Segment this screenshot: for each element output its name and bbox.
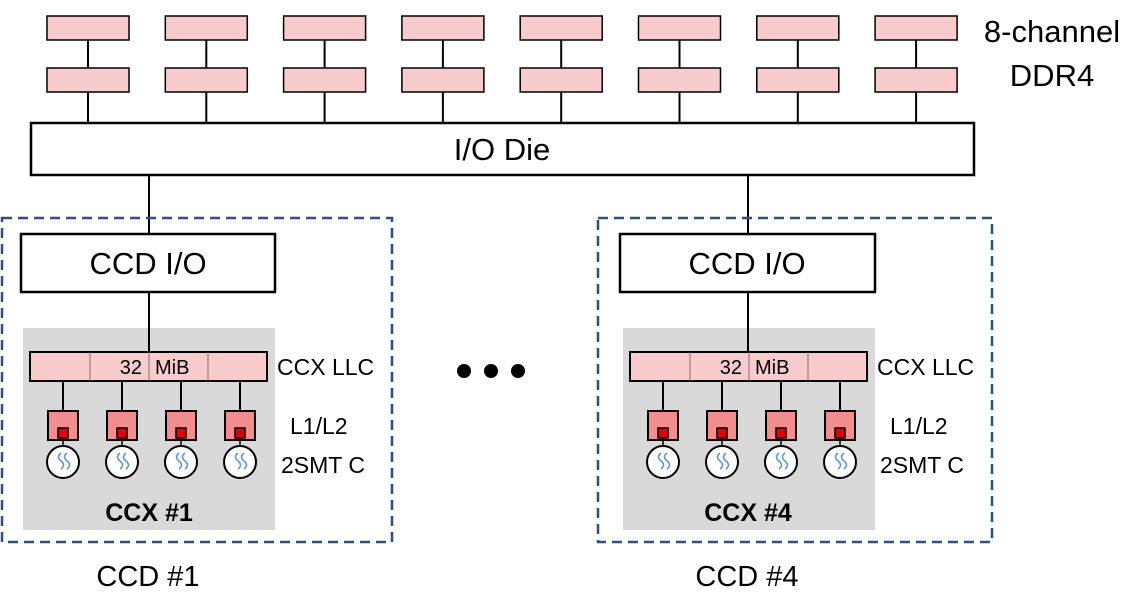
dimm-row-top <box>46 15 958 41</box>
llc-size-unit: MiB <box>755 357 789 379</box>
smt-threads-icon <box>234 452 248 470</box>
cache-port <box>116 427 128 439</box>
dimm-module <box>756 67 840 93</box>
ccd-label: CCD #4 <box>695 561 798 593</box>
smt-threads-icon <box>175 452 189 470</box>
io-die-box <box>29 121 976 177</box>
cache-port <box>175 427 187 439</box>
core-label: 2SMT C <box>880 452 964 478</box>
dimm-module <box>874 67 958 93</box>
dimm-row-bottom <box>46 67 958 93</box>
dimm-module <box>401 67 485 93</box>
dimm-module <box>519 67 603 93</box>
ccd-boundary <box>596 216 994 544</box>
ccd-io-box <box>19 232 277 294</box>
core-label: 2SMT C <box>281 452 365 478</box>
dimm-module <box>164 67 249 93</box>
io-die-label: I/O Die <box>454 132 550 167</box>
l1l2-label: L1/L2 <box>890 413 948 439</box>
llc-size-number: 32 <box>120 357 142 379</box>
smt-threads-icon <box>716 452 730 470</box>
dimm-module <box>46 67 130 93</box>
dimm-module <box>282 67 367 93</box>
ccd-io-label: CCD I/O <box>89 246 206 281</box>
dimm-module <box>401 15 485 41</box>
ellipsis-dot <box>484 364 498 378</box>
memory-label-line2: DDR4 <box>1010 58 1094 93</box>
llc-label: CCX LLC <box>877 354 974 380</box>
llc-size-number: 32 <box>720 357 742 379</box>
core-set <box>646 381 857 479</box>
ellipsis-more-ccds <box>457 364 525 378</box>
ccx-label: CCX #4 <box>704 499 792 527</box>
ccd-io-box <box>618 232 877 294</box>
dimm-module <box>637 67 722 93</box>
memory-label-line1: 8-channel <box>984 14 1120 49</box>
ccd-block-1: CCD I/O 32 MiB CCX LLC L1/L2 2SMT C CCX … <box>0 216 394 593</box>
ccd-boundary <box>0 216 394 544</box>
ellipsis-dot <box>457 364 471 378</box>
ellipsis-dot <box>511 364 525 378</box>
cache-port <box>834 427 846 439</box>
dimm-module <box>164 15 249 41</box>
smt-threads-icon <box>57 452 71 470</box>
cache-port <box>657 427 669 439</box>
ccd-io-label: CCD I/O <box>688 246 805 281</box>
l1l2-label: L1/L2 <box>290 413 348 439</box>
cache-port <box>716 427 728 439</box>
cache-port <box>57 427 69 439</box>
dimm-module <box>519 15 603 41</box>
dimm-module <box>874 15 958 41</box>
ccd-block-4: CCD I/O 32 MiB CCX LLC L1/L2 2SMT C CCX … <box>596 216 994 593</box>
core-set <box>46 381 257 479</box>
dimm-module <box>282 15 367 41</box>
smt-threads-icon <box>657 452 671 470</box>
smt-threads-icon <box>116 452 130 470</box>
smt-threads-icon <box>834 452 848 470</box>
dimm-module <box>756 15 840 41</box>
ccd-label: CCD #1 <box>96 561 199 593</box>
ccx-label: CCX #1 <box>105 499 193 527</box>
cache-port <box>775 427 787 439</box>
dimm-module <box>637 15 722 41</box>
dimm-module <box>46 15 130 41</box>
llc-size-unit: MiB <box>155 357 189 379</box>
llc-label: CCX LLC <box>277 354 374 380</box>
cache-port <box>234 427 246 439</box>
smt-threads-icon <box>775 452 789 470</box>
